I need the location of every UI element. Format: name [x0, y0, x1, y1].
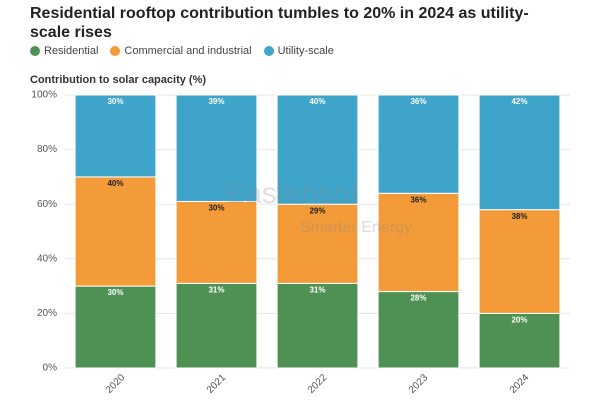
watermark: Smarter Energy	[300, 219, 412, 236]
value-label: 30%	[107, 97, 123, 106]
bar-segment	[377, 192, 460, 293]
legend-label: Residential	[44, 45, 99, 57]
value-label: 42%	[511, 97, 527, 106]
legend-swatch	[110, 46, 121, 56]
bar-segment	[175, 282, 258, 369]
value-label: 40%	[107, 179, 123, 188]
bar-segment	[478, 94, 561, 211]
y-tick-label: 20%	[37, 308, 57, 319]
bar-segment	[175, 94, 258, 202]
bar-segment	[377, 291, 460, 369]
bar-segment	[478, 312, 561, 369]
legend-item: Commercial and industrial	[110, 45, 252, 57]
y-axis-label: Contribution to solar capacity (%)	[30, 74, 206, 86]
y-tick-label: 100%	[31, 90, 57, 101]
chart-title: Residential rooftop contribution tumbles…	[30, 5, 529, 41]
value-label: 29%	[309, 206, 325, 215]
watermark: Eastensol	[225, 177, 357, 210]
y-tick-label: 80%	[37, 144, 57, 155]
y-tick-label: 0%	[43, 363, 58, 374]
bar-segment	[377, 94, 460, 194]
value-label: 40%	[309, 97, 325, 106]
bar-segment	[74, 176, 157, 287]
bar-segment	[74, 285, 157, 369]
bar-segment	[276, 94, 359, 205]
value-label: 36%	[410, 195, 426, 204]
legend-swatch	[263, 46, 274, 56]
bar-segment	[175, 200, 258, 284]
bar-segment	[74, 94, 157, 178]
y-tick-label: 60%	[37, 199, 57, 210]
value-label: 36%	[410, 97, 426, 106]
value-label: 20%	[511, 316, 527, 325]
x-tick-label: 2024	[508, 372, 532, 396]
value-label: 39%	[208, 97, 224, 106]
bar-segment	[276, 203, 359, 284]
value-label: 30%	[107, 288, 123, 297]
value-label: 28%	[410, 294, 426, 303]
legend-item: Residential	[30, 45, 98, 57]
x-tick-label: 2021	[205, 372, 229, 396]
value-label: 38%	[511, 212, 527, 221]
value-label: 31%	[208, 285, 224, 294]
y-tick-label: 40%	[37, 253, 57, 264]
x-tick-label: 2023	[407, 372, 431, 396]
x-tick-label: 2022	[306, 372, 330, 396]
x-tick-label: 2020	[104, 372, 128, 396]
legend: Residential Commercial and industrial Util…	[30, 45, 334, 57]
value-label: 31%	[309, 285, 325, 294]
legend-item: Utility-scale	[263, 45, 334, 57]
bar-segment	[276, 282, 359, 369]
legend-label: Utility-scale	[277, 45, 334, 57]
legend-label: Commercial and industrial	[124, 45, 252, 57]
bar-segment	[478, 209, 561, 314]
value-label: 30%	[208, 204, 224, 213]
legend-swatch	[30, 46, 40, 56]
